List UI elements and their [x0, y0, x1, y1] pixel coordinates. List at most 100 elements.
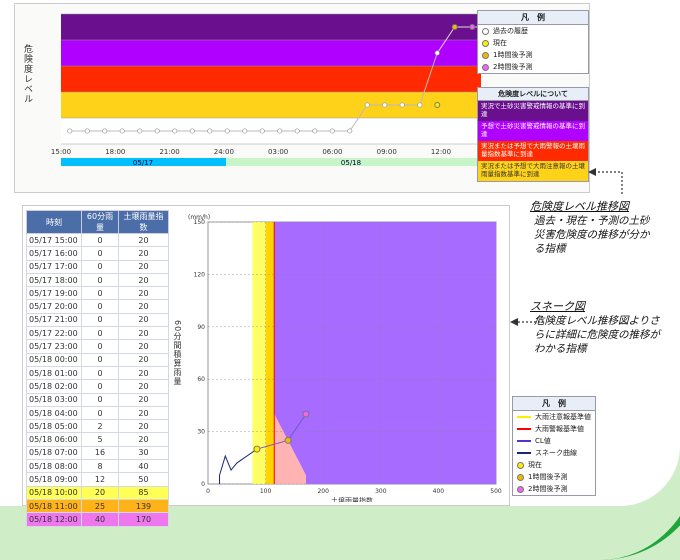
- table-cell: 05/18 11:00: [26, 498, 82, 514]
- top-legend-item: 2時間後予測: [478, 61, 588, 73]
- history-point: [434, 50, 440, 56]
- legend-label: 1時間後予測: [493, 51, 533, 59]
- legend-label: 2時間後予測: [528, 485, 568, 493]
- table-row: 05/18 07:00 16 30: [26, 445, 169, 461]
- table-cell: 0: [81, 286, 119, 301]
- table-cell: 20: [118, 326, 169, 341]
- legend-label: 2時間後予測: [493, 63, 533, 71]
- level-row: 実況または予想で大雨注意報の土壌雨量指数基準に到達: [478, 161, 588, 181]
- table-cell: 20: [118, 232, 169, 248]
- advisory-zone-2: [265, 222, 275, 484]
- legend-dot-icon: [482, 63, 489, 71]
- table-cell: 85: [118, 485, 169, 500]
- table-row: 05/17 20:00 0 20: [26, 299, 169, 314]
- history-point: [347, 128, 353, 134]
- snake-current-point: [253, 445, 261, 453]
- table-cell: 5: [81, 432, 119, 447]
- table-cell: 05/18 02:00: [26, 379, 82, 394]
- table-cell: 20: [118, 405, 169, 421]
- legend-dot-icon: [517, 485, 524, 493]
- table-row: 05/18 03:00 0 20: [26, 392, 169, 407]
- history-point: [364, 102, 370, 108]
- annot-danger-level-chart: 危険度レベル推移図 過去・現在・予測の土砂災害危険度の推移が分かる指標: [530, 200, 650, 256]
- table-cell: 8: [81, 459, 119, 474]
- annot1-heading: 危険度レベル推移図: [530, 200, 629, 213]
- table-cell: 0: [81, 272, 119, 288]
- history-point: [119, 128, 125, 134]
- legend-dot-icon: [482, 39, 489, 47]
- table-cell: 40: [81, 512, 119, 527]
- table-cell: 40: [118, 459, 169, 474]
- table-header: 時刻: [26, 210, 82, 234]
- table-row: 05/18 05:00 2 20: [26, 419, 169, 434]
- top-legend-title: 凡 例: [478, 11, 588, 25]
- legend-line-icon: [517, 452, 531, 454]
- snake-x-tick: 500: [490, 488, 502, 495]
- table-cell: 25: [81, 498, 119, 514]
- table-row: 05/17 18:00 0 20: [26, 272, 169, 288]
- snake-legend: 凡 例 大雨注意報基準値 大雨警報基準値 CL値 スネーク曲線 現在 1時間後予測 2時間後…: [512, 396, 596, 496]
- table-row: 05/18 08:00 8 40: [26, 459, 169, 474]
- snake-legend-item: CL値: [513, 435, 595, 447]
- table-cell: 05/18 04:00: [26, 405, 82, 421]
- legend-line-icon: [517, 416, 531, 418]
- history-point: [102, 128, 108, 134]
- table-cell: 0: [81, 365, 119, 381]
- table-row: 05/18 02:00 0 20: [26, 379, 169, 394]
- table-cell: 0: [81, 379, 119, 394]
- caution-zone: [274, 414, 306, 484]
- table-row: 05/17 15:00 0 20: [26, 232, 169, 248]
- table-cell: 20: [118, 299, 169, 314]
- table-cell: 0: [81, 246, 119, 261]
- table-cell: 0: [81, 299, 119, 314]
- snake-legend-title: 凡 例: [513, 397, 595, 411]
- snake-legend-item: スネーク曲線: [513, 447, 595, 459]
- snake-forecast-2h-point: [302, 410, 310, 418]
- advisory-zone: [252, 222, 266, 484]
- annot-snake-chart: スネーク図 危険度レベル推移図よりさらに詳細に危険度の推移がわかる指標: [530, 300, 660, 356]
- top-legend-item: 過去の履歴: [478, 25, 588, 37]
- legend-label: 大雨警報基準値: [535, 425, 584, 433]
- top-chart-y-label: 危険度レベル: [22, 44, 32, 104]
- table-row: 05/17 16:00 0 20: [26, 246, 169, 261]
- snake-x-tick: 300: [375, 488, 387, 495]
- table-row: 05/18 09:00 12 50: [26, 472, 169, 487]
- snake-x-tick: 100: [260, 488, 272, 495]
- legend-dot-icon: [482, 27, 489, 35]
- table-cell: 05/18 10:00: [26, 485, 82, 500]
- table-cell: 05/18 07:00: [26, 445, 82, 461]
- snake-curve: [219, 448, 258, 484]
- table-cell: 05/18 06:00: [26, 432, 82, 447]
- level-band-4: [61, 14, 481, 40]
- table-cell: 20: [118, 259, 169, 274]
- history-point: [242, 128, 248, 134]
- table-row: 05/18 00:00 0 20: [26, 352, 169, 367]
- table-cell: 0: [81, 352, 119, 367]
- table-cell: 0: [81, 259, 119, 274]
- table-cell: 50: [118, 472, 169, 487]
- forecast-2h-point: [469, 24, 476, 30]
- history-point: [399, 102, 405, 108]
- snake-y-unit: (mm/h): [188, 214, 210, 221]
- table-cell: 05/17 17:00: [26, 259, 82, 274]
- legend-line-icon: [517, 440, 531, 442]
- annot1-body: 過去・現在・予測の土砂災害危険度の推移が分かる指標: [534, 215, 650, 255]
- level-band-2: [61, 66, 481, 92]
- history-line: [69, 52, 438, 132]
- table-cell: 0: [81, 232, 119, 248]
- legend-label: スネーク曲線: [535, 449, 577, 457]
- table-cell: 20: [118, 246, 169, 261]
- snake-legend-item: 1時間後予測: [513, 471, 595, 483]
- table-row: 05/18 11:00 25 139: [26, 498, 169, 514]
- table-cell: 0: [81, 312, 119, 328]
- history-point: [172, 128, 178, 134]
- snake-y-tick: 60: [197, 376, 205, 383]
- legend-dot-icon: [482, 51, 489, 59]
- arrow-annot2: [510, 318, 544, 326]
- snake-y-tick: 30: [197, 429, 205, 436]
- top-legend-item: 1時間後予測: [478, 49, 588, 61]
- top-x-tick: 21:00: [159, 148, 179, 156]
- table-header: 土壌雨量指数: [118, 210, 169, 234]
- snake-x-tick: 0: [206, 488, 210, 495]
- table-cell: 20: [118, 392, 169, 407]
